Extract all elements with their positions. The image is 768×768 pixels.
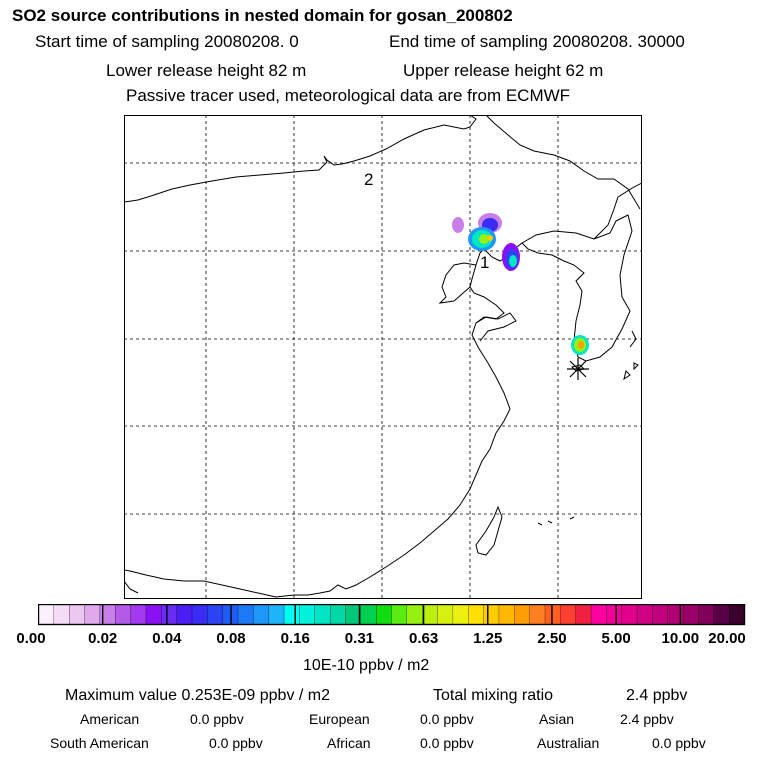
colorbar-cell [560, 604, 577, 625]
region-european-value: 0.0 ppbv [420, 711, 474, 727]
colorbar-cell [667, 604, 684, 625]
colorbar-cell [53, 604, 70, 625]
colorbar-cell [437, 604, 454, 625]
colorbar-tick-label: 0.31 [344, 630, 375, 647]
colorbar-cell [468, 604, 485, 625]
colorbar-cell [360, 604, 377, 625]
colorbar-cell [207, 604, 224, 625]
colorbar-tick-label: 0.08 [216, 630, 246, 647]
colorbar-tick-label: 0.16 [280, 630, 310, 647]
region-australian-name: Australian [537, 735, 600, 751]
colorbar-cell [376, 604, 392, 625]
source-label-2: 2 [364, 170, 373, 189]
colorbar-cell [544, 604, 561, 625]
colorbar-cell [529, 604, 546, 625]
region-american-name: American [80, 711, 140, 727]
colorbar-cell [84, 604, 101, 625]
colorbar-cell [729, 604, 745, 625]
colorbar-cell [575, 604, 592, 625]
colorbar-tick-label: 20.00 [708, 630, 746, 647]
colorbar-tick-label: 0.00 [16, 630, 46, 647]
receptor-asterisk-icon [567, 358, 589, 380]
map-frame [124, 115, 642, 599]
lower-release-height: Lower release height 82 m [106, 61, 307, 80]
colorbar-cell [299, 604, 316, 625]
total-mixing-value: 2.4 ppbv [626, 687, 688, 704]
colorbar-cell [713, 604, 730, 625]
colorbar [38, 604, 746, 626]
plume-tianjin [502, 243, 520, 271]
plume-gosan [571, 335, 589, 355]
colorbar-cell [314, 604, 331, 625]
colorbar-cell [237, 604, 254, 625]
upper-release-height: Upper release height 62 m [403, 61, 604, 80]
colorbar-cell [514, 604, 531, 625]
map-title: SO2 source contributions in nested domai… [12, 6, 513, 25]
colorbar-cell [130, 604, 147, 625]
colorbar-cell [191, 604, 208, 625]
colorbar-cell [652, 604, 669, 625]
colorbar-cell [682, 604, 699, 625]
region-american-value: 0.0 ppbv [190, 711, 244, 727]
colorbar-cell [483, 604, 500, 625]
region-european-name: European [309, 711, 370, 727]
region-asian-name: Asian [539, 711, 575, 727]
region-african-value: 0.0 ppbv [420, 735, 474, 751]
colorbar-cell [161, 604, 178, 625]
source-label-1: 1 [480, 253, 489, 272]
colorbar-cell [452, 604, 469, 625]
colorbar-cell [115, 604, 132, 625]
colorbar-cell [406, 604, 423, 625]
colorbar-cell [38, 604, 55, 625]
lat-lon-grid [124, 115, 642, 599]
colorbar-tick-label: 0.63 [408, 630, 439, 647]
region-asian-value: 2.4 ppbv [620, 711, 674, 727]
colorbar-cell [69, 604, 85, 625]
colorbar-tick-label: 10.00 [661, 630, 700, 647]
map-panel: 1 2 [124, 115, 642, 599]
colorbar-cell [606, 604, 623, 625]
region-australian-value: 0.0 ppbv [652, 735, 706, 751]
colorbar-tick-label: 0.02 [88, 630, 118, 647]
colorbar-cell [698, 604, 715, 625]
total-mixing-label: Total mixing ratio [433, 687, 554, 704]
colorbar-cell [176, 604, 193, 625]
end-time-text: End time of sampling 20080208. 30000 [389, 32, 685, 51]
colorbar-tick-label: 5.00 [601, 630, 631, 647]
start-time-text: Start time of sampling 20080208. 0 [35, 32, 299, 51]
colorbar-cell [590, 604, 607, 625]
tracer-note: Passive tracer used, meteorological data… [126, 86, 571, 105]
colorbar-cell [268, 604, 285, 625]
region-south-american-value: 0.0 ppbv [209, 735, 263, 751]
region-african-name: African [327, 735, 371, 751]
maximum-value: Maximum value 0.253E-09 ppbv / m2 [65, 687, 331, 704]
colorbar-cell [145, 604, 162, 625]
coastlines [124, 115, 642, 598]
colorbar-cell [253, 604, 270, 625]
colorbar-cell [283, 604, 300, 625]
colorbar-cell [329, 604, 346, 625]
colorbar-cell [391, 604, 408, 625]
colorbar-cell [422, 604, 438, 625]
colorbar-tick-label: 1.25 [473, 630, 503, 647]
colorbar-unit: 10E-10 ppbv / m2 [303, 657, 430, 674]
colorbar-cell [621, 604, 638, 625]
plume-beijing [452, 213, 502, 251]
colorbar-cell [498, 604, 515, 625]
concentration-plumes [452, 213, 589, 355]
region-south-american-name: South American [50, 735, 149, 751]
colorbar-tick-label: 2.50 [537, 630, 567, 647]
colorbar-tick-label: 0.04 [152, 630, 182, 647]
colorbar-cell [636, 604, 653, 625]
